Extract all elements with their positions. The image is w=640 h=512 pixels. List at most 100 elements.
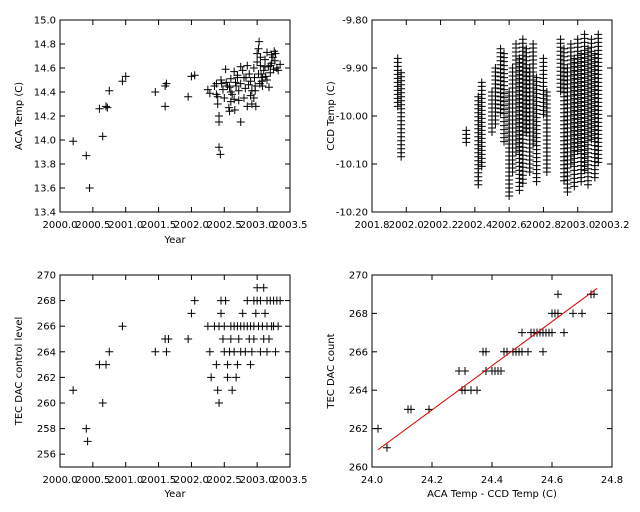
data-point (212, 360, 221, 369)
data-point (221, 296, 230, 305)
data-point (274, 66, 283, 75)
data-point (264, 62, 273, 71)
data-point (69, 386, 78, 395)
x-tick-label: 2001.5 (141, 220, 176, 231)
data-point (263, 76, 271, 84)
data-point (243, 102, 252, 111)
data-point (276, 60, 285, 69)
data-point (261, 55, 270, 64)
data-point (217, 76, 225, 84)
data-point (554, 309, 562, 318)
y-tick-label: 270 (37, 271, 56, 282)
y-tick-label: 13.4 (34, 208, 56, 219)
data-point (234, 86, 243, 95)
data-point (244, 80, 253, 89)
data-point (497, 367, 505, 375)
x-tick-label: 2000.0 (43, 220, 78, 231)
data-point (221, 65, 230, 74)
y-tick-label: 14.6 (34, 64, 56, 75)
data-point (190, 296, 199, 305)
x-tick-label: 2002.8 (526, 220, 561, 231)
y-tick-label: 264 (349, 386, 368, 397)
x-tick-label: 2001.5 (141, 475, 176, 486)
data-point (253, 58, 262, 66)
x-tick-label: 24.0 (361, 475, 383, 486)
data-point (217, 79, 226, 88)
y-tick-label: 260 (37, 399, 56, 410)
chart-panel-3: 2000.02000.52001.02001.52002.02002.52003… (14, 271, 308, 501)
data-point (269, 65, 278, 74)
x-axis-label: Year (163, 235, 186, 246)
data-point (226, 74, 235, 83)
data-point (594, 158, 603, 167)
data-point (251, 82, 260, 90)
data-point (205, 347, 214, 356)
data-point (570, 182, 579, 191)
data-point (548, 328, 556, 337)
y-axis-label: CCD Temp (C) (326, 81, 337, 151)
data-point (508, 168, 517, 176)
data-point (82, 151, 91, 160)
data-point (222, 78, 231, 87)
data-point (220, 94, 229, 102)
data-point (254, 70, 263, 78)
x-tick-label: 2000.5 (75, 475, 110, 486)
x-tick-label: 2001.0 (108, 220, 143, 231)
chart-panel-4: 24.0 24.2 24.4 24.6 24.8 260 262 264 266 268 270 AC… (326, 271, 623, 501)
data-point (245, 70, 254, 78)
data-point (184, 92, 193, 101)
y-tick-label: -9.80 (342, 16, 368, 27)
x-tick-label: 2001.8 (355, 220, 390, 231)
data-point (230, 67, 239, 76)
x-tick-label: 2003.2 (595, 220, 630, 231)
data-point (247, 86, 256, 95)
y-axis-label: TEC DAC count (326, 333, 337, 409)
data-point (151, 88, 160, 96)
data-point (102, 102, 110, 111)
data-point (103, 103, 112, 112)
x-tick-label: 2002.0 (174, 475, 209, 486)
data-point (518, 179, 527, 188)
data-point (251, 309, 260, 318)
data-point (397, 152, 406, 161)
data-point (236, 79, 245, 88)
data-point (563, 188, 572, 196)
data-point (525, 168, 534, 176)
x-tick-label: 2003.0 (560, 220, 595, 231)
data-point (584, 180, 592, 189)
data-point (161, 102, 170, 111)
x-tick-label: 2000.5 (75, 220, 110, 231)
data-point (121, 72, 130, 81)
data-point (69, 137, 78, 146)
data-point (259, 283, 268, 292)
data-point (264, 83, 273, 92)
data-point (253, 49, 262, 58)
data-point (226, 335, 235, 343)
data-point (250, 73, 259, 82)
data-point (491, 120, 500, 128)
data-point (496, 108, 505, 117)
data-point (522, 128, 531, 137)
data-point (215, 118, 224, 126)
data-point (569, 309, 577, 318)
y-tick-label: 262 (349, 424, 368, 435)
data-point (241, 84, 250, 93)
y-tick-label: 256 (37, 450, 56, 461)
y-axis-label: ACA Temp (C) (14, 82, 25, 150)
data-point (270, 56, 279, 65)
data-point (263, 347, 271, 356)
x-tick-label: 2000.0 (43, 475, 78, 486)
data-point (255, 79, 264, 88)
x-tick-label: 2003.0 (240, 475, 275, 486)
x-tick-label: 24.8 (601, 475, 623, 486)
y-tick-label: 14.2 (34, 112, 56, 123)
data-point (590, 290, 598, 299)
x-axis-label: Year (163, 489, 186, 500)
data-point (105, 86, 114, 95)
data-point (102, 360, 110, 369)
data-point (205, 89, 214, 98)
data-point (240, 94, 248, 102)
data-point (500, 137, 508, 146)
data-point (98, 399, 107, 407)
data-point (254, 44, 263, 53)
